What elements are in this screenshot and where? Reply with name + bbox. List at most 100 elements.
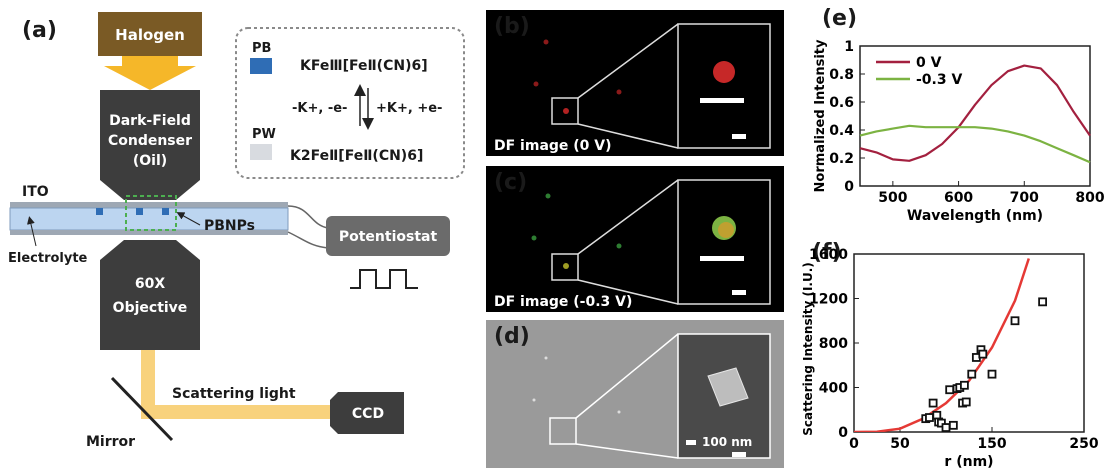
illumination-arrow <box>104 56 196 90</box>
zoom-line-d1 <box>575 333 679 419</box>
mirror-label: Mirror <box>86 434 135 450</box>
y-tick-label-e: 0.6 <box>829 95 854 111</box>
scattering-light-path <box>141 350 330 419</box>
y-tick-label-e: 0.8 <box>829 67 854 83</box>
data-point <box>925 413 934 422</box>
spectra-chart: 500 600 700 800 0 0.2 0.4 0.6 0.8 1 Wavelength (nm… <box>813 39 1105 224</box>
data-point <box>987 369 997 379</box>
pw-label: PW <box>252 127 276 142</box>
nanocube <box>707 367 749 407</box>
panel-label-c: (c) <box>494 170 528 195</box>
y-tick-label-f: 0 <box>838 425 848 441</box>
panel-label-d: (d) <box>494 324 530 349</box>
particle-c1 <box>545 193 551 199</box>
panel-label-e: (e) <box>822 6 858 31</box>
data-point <box>936 418 946 428</box>
wire-top <box>287 205 329 229</box>
pb-formula: KFeⅢ[FeⅡ(CN)6] <box>300 58 428 74</box>
y-tick-label-e: 0 <box>844 179 854 195</box>
particle-b1 <box>543 39 549 45</box>
ccd-camera <box>330 392 404 434</box>
panel-label-a: (a) <box>22 18 57 43</box>
reaction-box <box>235 27 465 179</box>
particle-d3 <box>617 410 621 414</box>
zoom-line-c1 <box>577 179 679 255</box>
y-tick-label-e: 0.4 <box>829 123 854 139</box>
scale-bar-c <box>732 290 746 295</box>
ccd-label: CCD <box>352 406 384 422</box>
zoom-inset-c <box>677 179 771 305</box>
electrolyte-pointer <box>27 216 37 247</box>
y-tick-label-f: 800 <box>819 336 848 352</box>
scale-bar-d <box>732 452 746 457</box>
ito-slide <box>10 202 288 208</box>
x-tick-label-e: 600 <box>944 190 973 206</box>
square-wave-icon <box>350 269 418 289</box>
caption-b: DF image (0 V) <box>494 138 612 154</box>
particle-d2 <box>532 398 536 402</box>
particle-b3 <box>616 89 622 95</box>
particle-b4 <box>563 108 569 114</box>
pb-swatch <box>250 58 272 74</box>
pb-label: PB <box>252 41 271 56</box>
data-point <box>1010 316 1020 326</box>
zoom-line-b1 <box>577 23 679 99</box>
image-panels: DF image (0 V) DF image (-0.3 V) 100 nm <box>486 10 784 468</box>
pbnp-particle-2 <box>136 208 143 215</box>
x-tick-label-f: 50 <box>890 436 910 452</box>
objective-line1: 60X <box>135 276 165 292</box>
mirror <box>110 376 174 442</box>
data-point <box>948 420 958 430</box>
oxidation-label: -K+, -e- <box>292 101 347 116</box>
scale-bar-b-inset <box>700 98 744 103</box>
halogen-label: Halogen <box>115 26 185 44</box>
plot-frame-e <box>859 45 1091 187</box>
zoom-line-c2 <box>577 279 679 305</box>
objective-line2: Objective <box>113 300 188 316</box>
zoom-box-b <box>551 97 579 125</box>
zoom-line-d2 <box>575 443 679 459</box>
pbnp-particle-3 <box>162 208 169 215</box>
y-axis-label-f: Scattering Intensity (I.U.) <box>801 262 815 436</box>
condenser-body <box>100 90 200 200</box>
reduction-label: +K+, +e- <box>376 101 442 116</box>
y-tick-label-f: 1600 <box>809 247 848 263</box>
series-line-0 <box>859 64 1091 162</box>
data-point <box>945 385 955 395</box>
objective-body <box>100 240 200 350</box>
x-tick-label-e: 500 <box>878 190 907 206</box>
condenser-line1: Dark-Field <box>109 113 191 129</box>
pbnps-pointer <box>176 212 201 226</box>
wire-bottom <box>287 231 329 249</box>
y-tick-label-e: 0.2 <box>829 151 854 167</box>
x-tick-label-f: 150 <box>977 436 1006 452</box>
x-tick-label-e: 800 <box>1075 190 1104 206</box>
electrolyte-label: Electrolyte <box>8 251 88 266</box>
particle-c4 <box>563 263 569 269</box>
data-point <box>978 349 988 359</box>
potentiostat-box <box>326 216 450 256</box>
ito-label: ITO <box>22 184 49 200</box>
data-point <box>941 423 951 432</box>
y-tick-label-e: 1 <box>844 39 854 55</box>
zoom-inset-b <box>677 23 771 149</box>
panel-label-b: (b) <box>494 14 530 39</box>
x-tick-label-f: 250 <box>1069 436 1098 452</box>
data-point <box>961 397 971 407</box>
y-tick-label-f: 400 <box>819 381 848 397</box>
legend-label-0: 0 V <box>916 55 942 71</box>
scattering-light-label: Scattering light <box>172 386 296 402</box>
legend-label-1: -0.3 V <box>916 72 962 88</box>
x-tick-label-f: 0 <box>849 436 859 452</box>
data-point <box>928 398 938 408</box>
pw-formula: K2FeⅡ[FeⅡ(CN)6] <box>290 148 423 164</box>
scale-bar-d-inset <box>686 440 696 445</box>
potentiostat-label: Potentiostat <box>339 229 438 245</box>
scale-bar-c-inset <box>700 256 744 261</box>
caption-c: DF image (-0.3 V) <box>494 294 632 310</box>
data-point <box>1038 297 1048 307</box>
particle-c3 <box>616 243 622 249</box>
x-axis-label-e: Wavelength (nm) <box>907 208 1043 224</box>
pw-swatch <box>250 144 272 160</box>
particle-d1 <box>544 356 548 360</box>
